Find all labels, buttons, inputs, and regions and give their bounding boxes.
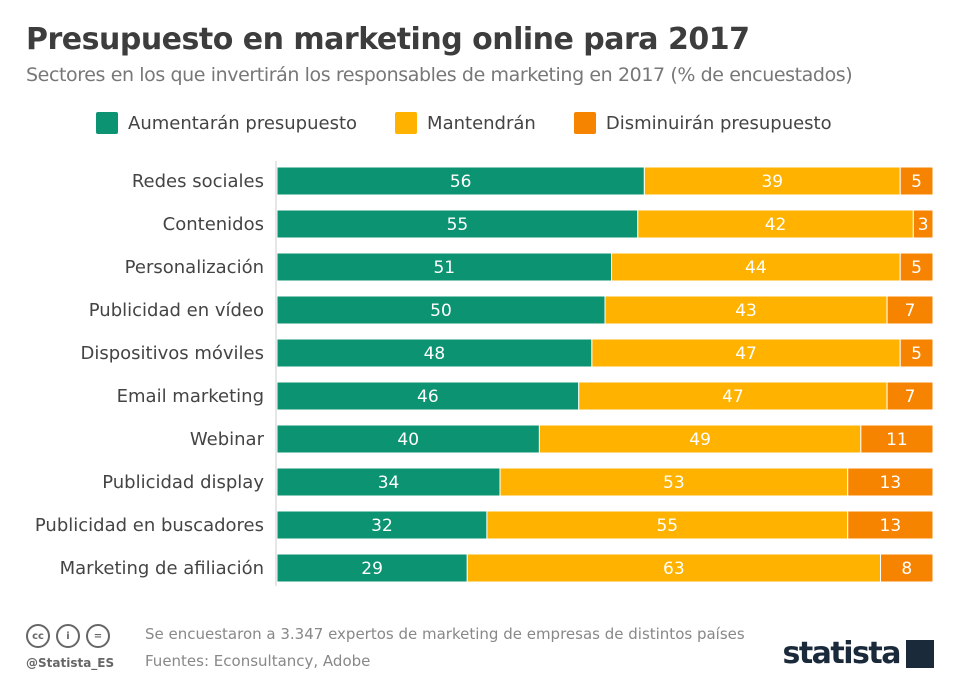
- bar-segment: [886, 381, 934, 411]
- legend-label: Mantendrán: [427, 112, 536, 134]
- category-label: Contenidos: [163, 214, 264, 235]
- bar-segment: [276, 553, 468, 583]
- data-label: 46: [417, 387, 439, 407]
- legend-item-mantendran: Mantendrán: [395, 112, 536, 134]
- data-label: 34: [378, 473, 400, 493]
- bar-segment: [486, 510, 849, 540]
- bar-segment: [643, 166, 901, 196]
- data-label: 39: [761, 172, 783, 192]
- bar-segment: [899, 252, 934, 282]
- data-label: 48: [424, 344, 446, 364]
- bar-segment: [912, 209, 934, 239]
- chart-title: Presupuesto en marketing online para 201…: [26, 22, 750, 57]
- bar-segment: [860, 424, 934, 454]
- chart-subtitle: Sectores en los que invertirán los respo…: [26, 64, 853, 86]
- data-label: 55: [656, 516, 678, 536]
- category-label: Publicidad en buscadores: [35, 515, 264, 536]
- logo-mark-icon: [906, 639, 934, 668]
- bar-segment: [847, 467, 934, 497]
- data-label: 49: [689, 430, 711, 450]
- cc-icon: cc: [26, 624, 50, 648]
- category-label: Redes sociales: [132, 171, 264, 192]
- bar-segment: [276, 338, 593, 368]
- data-label: 3: [918, 215, 929, 235]
- data-label: 63: [663, 559, 685, 579]
- category-label: Publicidad en vídeo: [89, 300, 264, 321]
- category-label: Personalización: [125, 257, 264, 278]
- bar-segment: [538, 424, 862, 454]
- twitter-handle: @Statista_ES: [26, 656, 115, 670]
- data-label: 11: [886, 430, 908, 450]
- bar-segment: [276, 381, 580, 411]
- category-label: Dispositivos móviles: [80, 343, 264, 364]
- bar-segment: [276, 424, 540, 454]
- bar-segment: [276, 209, 639, 239]
- data-label: 7: [905, 387, 916, 407]
- statista-logo: statista: [782, 636, 934, 671]
- data-label: 42: [765, 215, 787, 235]
- bar-segment: [578, 381, 888, 411]
- category-label: Webinar: [190, 429, 265, 450]
- data-label: 56: [450, 172, 472, 192]
- logo-text: statista: [782, 636, 901, 671]
- data-label: 53: [663, 473, 685, 493]
- legend-label: Disminuirán presupuesto: [605, 112, 832, 134]
- bar-segment: [276, 252, 613, 282]
- data-label: 32: [371, 516, 393, 536]
- category-label: Publicidad display: [102, 472, 264, 493]
- data-label: 8: [901, 559, 912, 579]
- footer-note: Se encuestaron a 3.347 expertos de marke…: [145, 625, 745, 643]
- legend: Aumentarán presupuesto Mantendrán Dismin…: [96, 112, 870, 134]
- bar-segment: [591, 338, 901, 368]
- legend-label: Aumentarán presupuesto: [128, 112, 358, 134]
- data-label: 5: [911, 344, 922, 364]
- bar-segment: [886, 295, 934, 325]
- data-label: 51: [433, 258, 455, 278]
- legend-item-disminuiran: Disminuirán presupuesto: [573, 112, 832, 134]
- category-label: Marketing de afiliación: [60, 558, 264, 579]
- data-label: 47: [735, 344, 757, 364]
- data-label: 40: [397, 430, 419, 450]
- data-label: 50: [430, 301, 452, 321]
- footer-source: Fuentes: Econsultancy, Adobe: [145, 652, 371, 670]
- data-label: 47: [722, 387, 744, 407]
- category-label: Email marketing: [117, 386, 264, 407]
- data-label: 5: [911, 172, 922, 192]
- legend-swatch: [395, 112, 418, 134]
- data-label: 29: [361, 559, 383, 579]
- data-label: 5: [911, 258, 922, 278]
- data-label: 55: [447, 215, 469, 235]
- bar-segment: [499, 467, 849, 497]
- bar-segment: [611, 252, 901, 282]
- legend-swatch: [96, 112, 118, 134]
- data-label: 44: [745, 258, 767, 278]
- nd-icon: =: [86, 624, 110, 648]
- data-label: 13: [880, 516, 902, 536]
- bar-segment: [847, 510, 934, 540]
- data-label: 13: [880, 473, 902, 493]
- by-icon: i: [56, 624, 80, 648]
- license-icons: cc i =: [26, 624, 110, 648]
- data-label: 43: [735, 301, 757, 321]
- data-label: 7: [905, 301, 916, 321]
- legend-swatch: [573, 112, 596, 134]
- bar-segment: [276, 166, 645, 196]
- bar-segment: [899, 338, 934, 368]
- bar-segment: [466, 553, 882, 583]
- bar-segment: [276, 510, 488, 540]
- bar-segment: [604, 295, 888, 325]
- bar-segment: [899, 166, 934, 196]
- bar-segment: [276, 295, 606, 325]
- legend-item-aumentaran: Aumentarán presupuesto: [96, 112, 357, 134]
- bar-segment: [880, 553, 934, 583]
